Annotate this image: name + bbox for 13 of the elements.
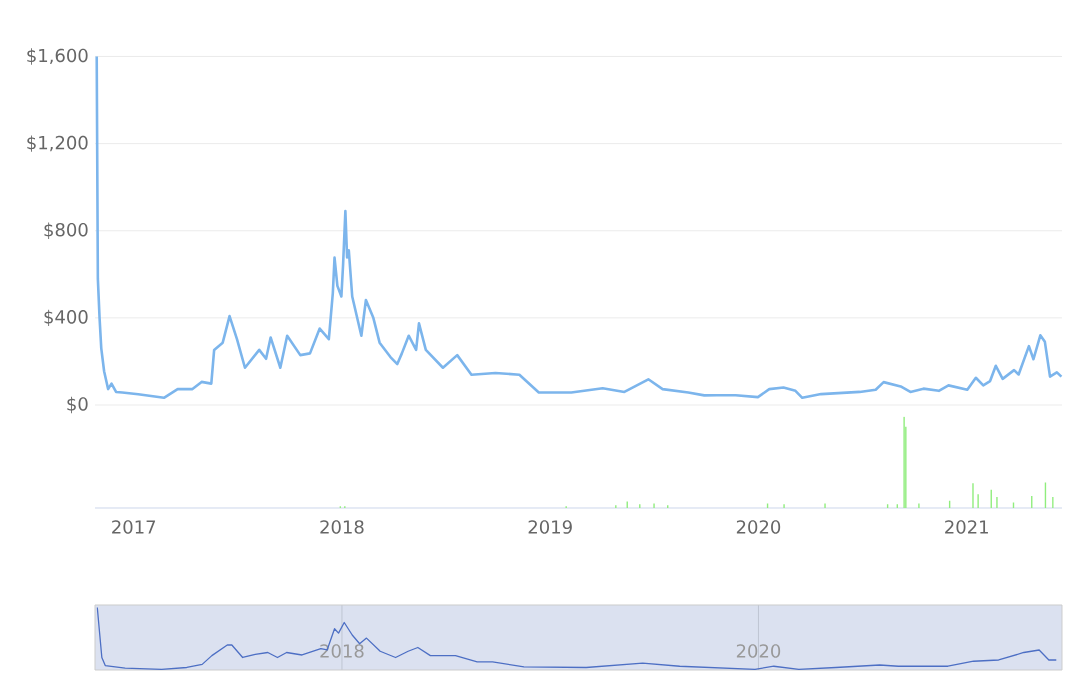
line-series	[95, 55, 1063, 400]
y-tick-label: $1,600	[27, 48, 88, 65]
x-tick-label: 2020	[736, 520, 781, 534]
x-tick-label: 2020	[736, 644, 781, 658]
x-tick-label: 2021	[945, 520, 988, 534]
y-tick-label: $800	[44, 222, 88, 239]
y-tick-label: $0	[67, 396, 88, 414]
y-tick-label: $1,200	[27, 135, 88, 152]
x-tick-label: 2019	[528, 520, 572, 534]
y-tick-label: $400	[44, 309, 88, 327]
x-tick-label: 2018	[320, 644, 364, 658]
x-tick-label: 2017	[112, 520, 156, 534]
x-tick-label: 2018	[320, 520, 364, 534]
